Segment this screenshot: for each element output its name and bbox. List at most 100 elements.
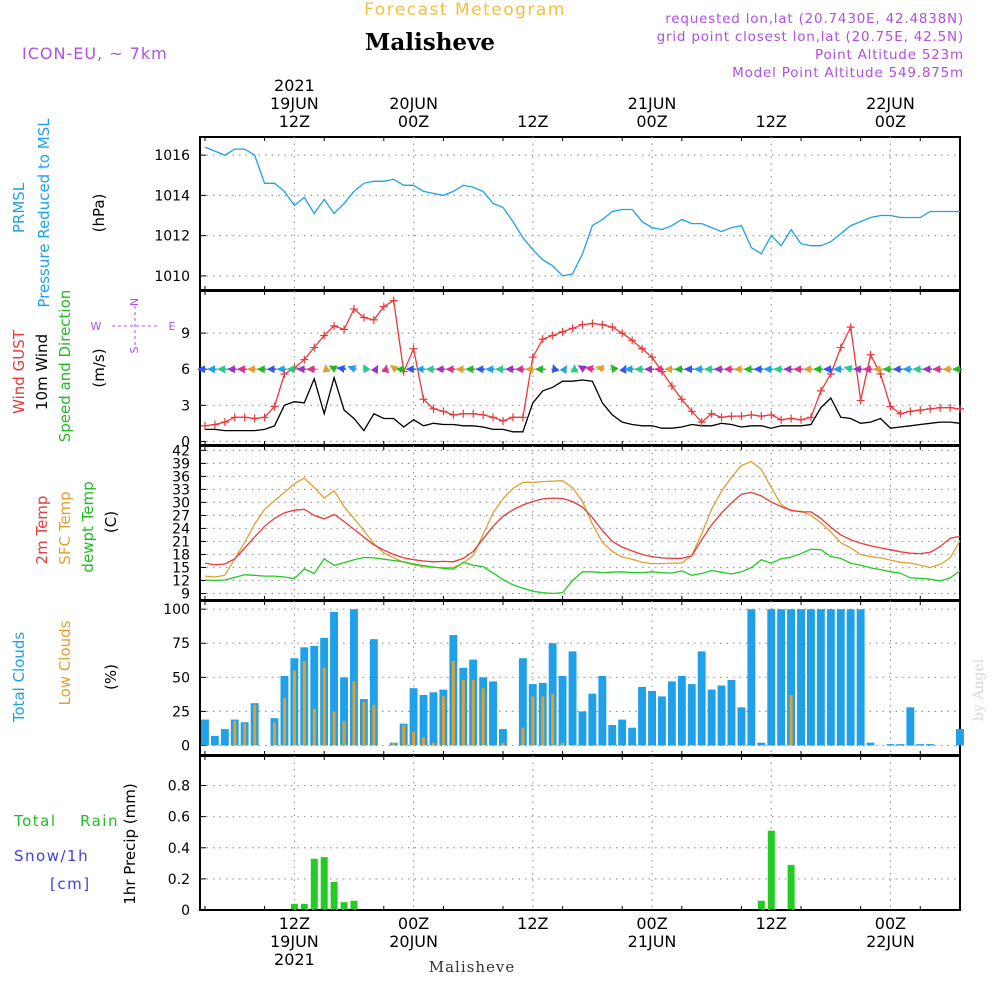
low-cloud-bar: [362, 701, 366, 746]
precip-layer: [200, 830, 960, 911]
gust-marker: [459, 409, 468, 418]
gust-marker: [588, 319, 597, 328]
gust-marker: [608, 323, 617, 332]
time-label-top: 2021: [274, 76, 315, 95]
time-label-top: 22JUN: [866, 94, 915, 113]
low-cloud-bar: [441, 696, 445, 746]
low-cloud-bar: [432, 742, 435, 746]
gust-marker: [886, 402, 895, 411]
requested-coords: requested lon,lat (20.7430E, 42.4838N): [665, 11, 964, 27]
y-tick-label: 0: [181, 903, 190, 919]
chart-title: Malisheve: [365, 29, 495, 56]
temp-unit: (C): [102, 511, 120, 533]
y-tick-label: 30: [172, 495, 190, 511]
pressure-label-2: Pressure Reduced to MSL: [35, 118, 53, 308]
total-cloud-bar: [737, 707, 746, 746]
panel-frames: [199, 136, 961, 911]
y-tick-label: 36: [172, 469, 190, 485]
gust-marker: [806, 413, 815, 422]
total-cloud-bar: [588, 693, 597, 746]
gust-marker: [320, 331, 329, 340]
low-cloud-bar: [412, 731, 416, 746]
gust-marker: [538, 335, 547, 344]
total-cloud-bar: [220, 729, 229, 746]
total-cloud-bar: [757, 742, 766, 746]
time-label-top: 00Z: [398, 112, 429, 131]
gust-marker: [499, 416, 508, 425]
wind-direction-arrow: [595, 365, 605, 373]
y-tick-label: 1016: [154, 148, 190, 164]
total-cloud-bar: [777, 609, 786, 746]
precip-total-label: Total: [13, 812, 57, 830]
y-tick-label: 21: [172, 534, 190, 550]
gust-marker: [747, 410, 756, 419]
time-label-bottom: 12Z: [517, 914, 548, 933]
precip-rain-label: Rain: [80, 812, 119, 830]
rain-bar: [290, 903, 298, 910]
rain-bar: [340, 902, 348, 910]
y-tick-label: 1014: [154, 188, 190, 204]
y-tick-label: 0.2: [168, 872, 190, 888]
total-cloud-bar: [926, 744, 935, 746]
y-tick-label: 75: [172, 636, 190, 652]
low-cloud-bar: [273, 722, 276, 746]
gust-marker: [310, 343, 319, 352]
gust-marker: [936, 403, 945, 412]
wind-direction-arrow: [381, 364, 390, 374]
gust-marker: [558, 327, 567, 336]
gust-marker: [280, 370, 289, 379]
total-cloud-bar: [608, 725, 617, 746]
total-cloud-bar: [598, 676, 607, 746]
total-cloud-bar: [747, 609, 756, 746]
gust-marker: [419, 395, 428, 404]
gust-marker: [717, 413, 726, 422]
gust-marker: [737, 412, 746, 421]
gust-marker: [369, 315, 378, 324]
compass-w: W: [91, 320, 102, 333]
gust-marker: [836, 343, 845, 352]
low-cloud-bar: [561, 742, 565, 746]
total-cloud-bar: [677, 676, 686, 746]
chart-subtitle: Forecast Meteogram: [364, 0, 566, 20]
total-cloud-bar: [618, 719, 627, 746]
wind-label: 10m Wind: [33, 334, 51, 410]
low-cloud-bar: [243, 723, 247, 746]
gust-marker: [707, 409, 716, 418]
gust-marker: [330, 321, 339, 330]
total-cloud-bar: [409, 688, 418, 746]
gust-marker: [210, 420, 219, 429]
time-label-bottom: 19JUN: [270, 932, 319, 951]
gust-marker: [916, 406, 925, 415]
wind-unit: (m/s): [90, 348, 108, 387]
credit-watermark: by Angel: [971, 658, 987, 721]
gust-marker: [727, 412, 736, 421]
gust-marker: [300, 355, 309, 364]
gust-marker: [628, 336, 637, 345]
side-labels: PRMSL Pressure Reduced to MSL (hPa) Wind…: [10, 118, 139, 905]
time-label-bottom: 20JUN: [389, 932, 438, 951]
gust-marker: [777, 415, 786, 424]
wind-direction-arrow: [322, 364, 331, 373]
y-tick-label: 1012: [154, 229, 190, 245]
low-cloud-bar: [233, 720, 237, 746]
y-tick-label: 24: [172, 521, 190, 537]
sfc-temp-line: [204, 460, 961, 578]
pressure-line: [204, 146, 960, 277]
total-cloud-bar: [836, 609, 845, 746]
y-tick-label: 50: [172, 670, 190, 686]
gust-marker: [528, 353, 537, 362]
total-cloud-bar: [340, 677, 348, 746]
total-cloud-bar: [797, 609, 805, 746]
pressure-unit: (hPa): [90, 194, 108, 233]
time-label-top: 00Z: [875, 112, 906, 131]
gust-marker: [598, 320, 607, 329]
gust-marker: [667, 382, 676, 391]
gust-marker: [697, 418, 706, 427]
total-cloud-bar: [727, 680, 736, 746]
gust-marker: [757, 412, 766, 421]
total-cloud-bar: [648, 690, 656, 746]
y-tick-label: 0: [181, 738, 190, 754]
low-cloud-bar: [541, 696, 545, 746]
